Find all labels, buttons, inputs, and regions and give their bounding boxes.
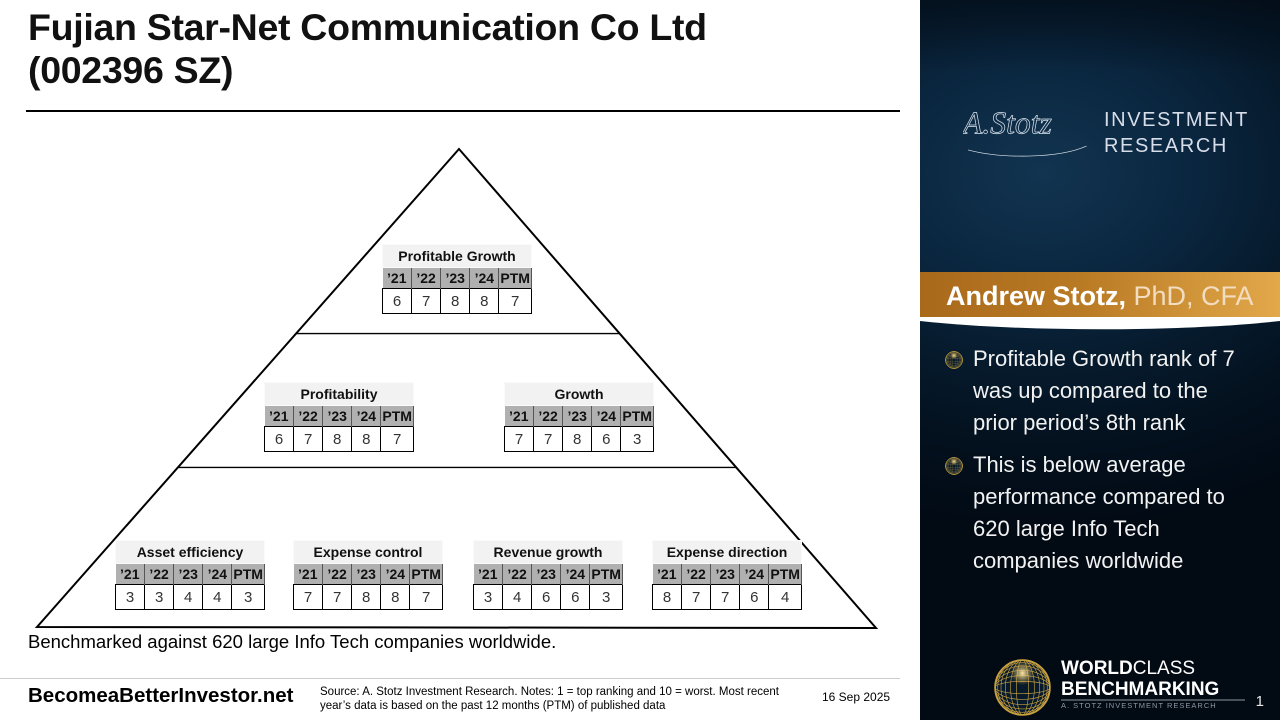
svg-text:BENCHMARKING: BENCHMARKING xyxy=(1061,679,1219,700)
svg-text:A.Stotz: A.Stotz xyxy=(963,105,1052,140)
svg-text:WORLDCLASS: WORLDCLASS xyxy=(1061,658,1195,679)
svg-text:A. STOTZ INVESTMENT RESEARCH: A. STOTZ INVESTMENT RESEARCH xyxy=(1061,701,1217,710)
